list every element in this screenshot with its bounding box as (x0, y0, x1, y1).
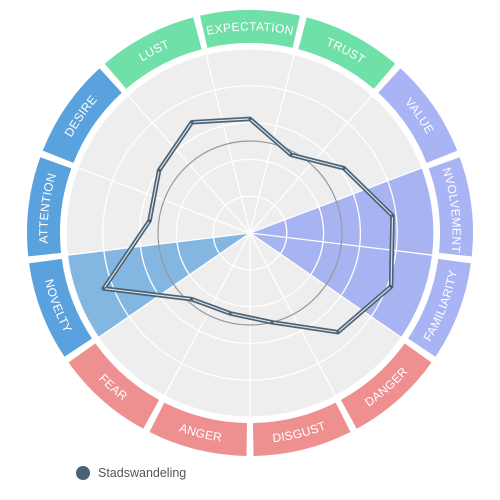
ring-segment-familiarity (408, 258, 471, 357)
data-point (248, 117, 252, 121)
legend-swatch (76, 466, 90, 480)
data-point (148, 219, 152, 223)
data-point (190, 120, 194, 124)
data-point (390, 214, 394, 218)
ring-segment-value (378, 68, 458, 163)
reference-circle (157, 140, 343, 326)
data-point (342, 166, 346, 170)
ring-segment-danger (340, 343, 432, 429)
highlight-sector-novelty (67, 233, 250, 338)
ring-segment-attention (27, 157, 72, 257)
data-point (228, 311, 232, 315)
ring-segment-involvement (428, 157, 473, 257)
data-point (189, 297, 193, 301)
ring-segment-desire (42, 68, 122, 163)
ring-segment-novelty (29, 258, 92, 357)
highlight-sector-involvement (250, 167, 434, 256)
data-point (102, 286, 106, 290)
series-line-inner (103, 118, 394, 333)
ring-segment-expectation (200, 10, 300, 48)
highlight-sector-familiarity (250, 233, 433, 338)
data-point (336, 330, 340, 334)
data-point (157, 168, 161, 172)
ring-segment-trust (298, 17, 396, 89)
ring-label-expectation: EXPECTATION (205, 19, 295, 38)
ring-segment-disgust (252, 402, 351, 456)
legend-label: Stadswandeling (98, 466, 187, 480)
ring-label-text: EXPECTATION (205, 19, 295, 38)
data-point (389, 285, 393, 289)
data-point (270, 320, 274, 324)
data-point (289, 153, 293, 157)
ring-segment-anger (149, 402, 248, 456)
ring-segment-lust (104, 17, 202, 89)
ring-segment-fear (68, 343, 160, 429)
legend[interactable]: Stadswandeling (76, 466, 186, 480)
